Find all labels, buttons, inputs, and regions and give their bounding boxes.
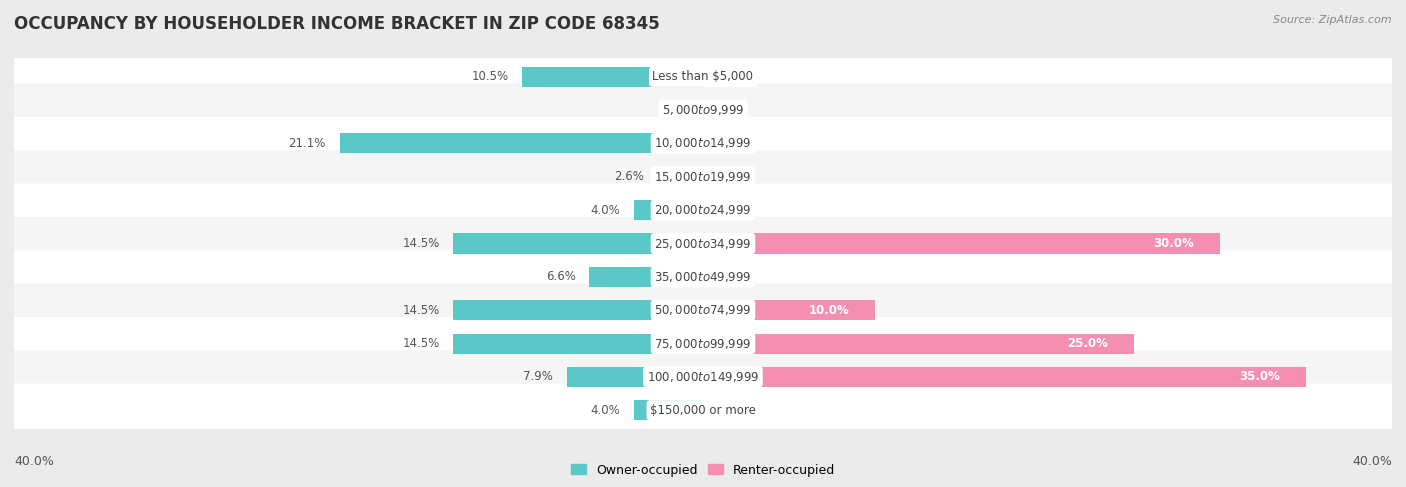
Text: 0.0%: 0.0% bbox=[717, 70, 747, 83]
Text: 0.0%: 0.0% bbox=[717, 204, 747, 217]
Text: $150,000 or more: $150,000 or more bbox=[650, 404, 756, 417]
Text: 0.0%: 0.0% bbox=[717, 137, 747, 150]
Text: OCCUPANCY BY HOUSEHOLDER INCOME BRACKET IN ZIP CODE 68345: OCCUPANCY BY HOUSEHOLDER INCOME BRACKET … bbox=[14, 15, 659, 33]
Legend: Owner-occupied, Renter-occupied: Owner-occupied, Renter-occupied bbox=[567, 459, 839, 482]
FancyBboxPatch shape bbox=[0, 317, 1406, 370]
Text: $75,000 to $99,999: $75,000 to $99,999 bbox=[654, 337, 752, 351]
Text: 14.5%: 14.5% bbox=[402, 304, 440, 317]
Bar bbox=[567, 367, 703, 387]
Text: 35.0%: 35.0% bbox=[1239, 371, 1279, 383]
Text: 4.0%: 4.0% bbox=[591, 404, 620, 417]
Bar bbox=[703, 300, 875, 320]
Bar bbox=[453, 233, 703, 254]
Text: $10,000 to $14,999: $10,000 to $14,999 bbox=[654, 136, 752, 150]
Text: 2.6%: 2.6% bbox=[614, 170, 644, 183]
Text: 40.0%: 40.0% bbox=[14, 454, 53, 468]
Text: 40.0%: 40.0% bbox=[1353, 454, 1392, 468]
FancyBboxPatch shape bbox=[0, 350, 1406, 404]
Text: 25.0%: 25.0% bbox=[1067, 337, 1108, 350]
Text: 4.0%: 4.0% bbox=[591, 204, 620, 217]
FancyBboxPatch shape bbox=[0, 217, 1406, 270]
Text: 30.0%: 30.0% bbox=[1153, 237, 1194, 250]
FancyBboxPatch shape bbox=[0, 150, 1406, 204]
FancyBboxPatch shape bbox=[0, 283, 1406, 337]
FancyBboxPatch shape bbox=[0, 117, 1406, 170]
Bar bbox=[453, 334, 703, 354]
Text: 0.0%: 0.0% bbox=[717, 404, 747, 417]
FancyBboxPatch shape bbox=[0, 384, 1406, 437]
Text: 0.0%: 0.0% bbox=[717, 270, 747, 283]
Bar bbox=[634, 400, 703, 420]
Text: 7.9%: 7.9% bbox=[523, 371, 553, 383]
Text: Source: ZipAtlas.com: Source: ZipAtlas.com bbox=[1274, 15, 1392, 25]
FancyBboxPatch shape bbox=[0, 184, 1406, 237]
Text: 10.5%: 10.5% bbox=[471, 70, 509, 83]
Text: 0.0%: 0.0% bbox=[659, 104, 689, 116]
Text: Less than $5,000: Less than $5,000 bbox=[652, 70, 754, 83]
Bar bbox=[589, 267, 703, 287]
Text: $5,000 to $9,999: $5,000 to $9,999 bbox=[662, 103, 744, 117]
Text: 6.6%: 6.6% bbox=[546, 270, 575, 283]
Text: $100,000 to $149,999: $100,000 to $149,999 bbox=[647, 370, 759, 384]
Text: $50,000 to $74,999: $50,000 to $74,999 bbox=[654, 303, 752, 317]
Bar bbox=[340, 133, 703, 153]
Text: 14.5%: 14.5% bbox=[402, 337, 440, 350]
FancyBboxPatch shape bbox=[0, 83, 1406, 137]
Text: $15,000 to $19,999: $15,000 to $19,999 bbox=[654, 170, 752, 184]
Bar bbox=[703, 233, 1219, 254]
FancyBboxPatch shape bbox=[0, 50, 1406, 103]
Text: $25,000 to $34,999: $25,000 to $34,999 bbox=[654, 237, 752, 250]
Bar bbox=[658, 167, 703, 187]
Bar bbox=[522, 67, 703, 87]
Text: 21.1%: 21.1% bbox=[288, 137, 326, 150]
Text: $35,000 to $49,999: $35,000 to $49,999 bbox=[654, 270, 752, 284]
Text: 14.5%: 14.5% bbox=[402, 237, 440, 250]
FancyBboxPatch shape bbox=[0, 250, 1406, 303]
Text: 0.0%: 0.0% bbox=[717, 104, 747, 116]
Bar bbox=[453, 300, 703, 320]
Text: 10.0%: 10.0% bbox=[808, 304, 849, 317]
Text: $20,000 to $24,999: $20,000 to $24,999 bbox=[654, 203, 752, 217]
Bar bbox=[703, 334, 1133, 354]
Bar bbox=[634, 200, 703, 220]
Text: 0.0%: 0.0% bbox=[717, 170, 747, 183]
Bar bbox=[703, 367, 1306, 387]
